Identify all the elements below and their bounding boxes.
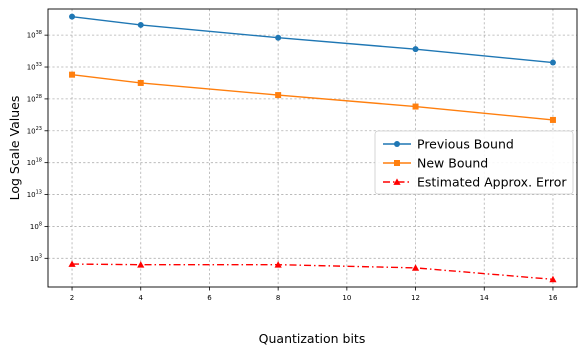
data-point (275, 34, 282, 41)
series-layer (68, 13, 557, 283)
x-tick-label: 10 (342, 294, 351, 302)
legend-item: Previous Bound (383, 137, 514, 152)
data-point (69, 71, 76, 78)
data-point (549, 275, 557, 283)
y-axis-label: Log Scale Values (7, 96, 22, 201)
x-tick-label: 16 (548, 294, 557, 302)
data-point (411, 264, 420, 271)
legend-item: Estimated Approx. Error (383, 175, 567, 190)
x-tick-label: 14 (480, 294, 489, 302)
y-tick-label: 1033 (27, 62, 42, 72)
legend-label: New Bound (417, 156, 488, 171)
x-tick-label: 4 (139, 294, 144, 302)
legend-marker (394, 160, 400, 166)
legend-box (374, 130, 574, 195)
legend-item: New Bound (383, 156, 488, 171)
y-tick-label: 1023 (27, 126, 42, 136)
series-line (71, 15, 554, 64)
series-2 (69, 71, 556, 123)
legend-label: Previous Bound (417, 137, 514, 152)
y-tick-label: 1018 (27, 158, 42, 168)
data-point (68, 260, 76, 267)
series-3 (68, 260, 557, 283)
x-tick-label: 6 (207, 294, 212, 302)
y-tick-label: 1028 (27, 94, 42, 104)
legend-marker (394, 141, 400, 147)
data-point (274, 261, 282, 268)
x-tick-label: 12 (411, 294, 420, 302)
y-tick-label: 1038 (27, 30, 42, 40)
legend-label: Estimated Approx. Error (417, 175, 567, 190)
y-tick-label: 103 (30, 253, 42, 263)
x-tick-label: 2 (70, 294, 74, 302)
data-point (412, 46, 419, 53)
data-point (69, 13, 76, 20)
data-point (137, 79, 144, 86)
series-line (71, 73, 554, 121)
data-point (137, 261, 145, 268)
data-point (549, 59, 556, 66)
tick-layer: 2 4 6 8 10 12 14 16 103 108 1013 1018 1023 1028 1033 10… (27, 30, 558, 302)
grid-layer (48, 9, 577, 287)
data-point (137, 21, 144, 28)
series-line (72, 263, 554, 281)
y-tick-label: 1013 (27, 190, 42, 200)
legend-marker (393, 178, 401, 185)
y-tick-label: 108 (30, 221, 42, 231)
data-point (275, 92, 282, 99)
data-point (549, 116, 556, 123)
data-point (412, 103, 419, 110)
plot-frame (47, 8, 578, 288)
series-1 (69, 13, 556, 66)
x-axis-label: Quantization bits (259, 331, 366, 346)
legend: Previous Bound New Bound Estimated Approx.… (374, 130, 574, 195)
x-tick-label: 8 (276, 294, 280, 302)
